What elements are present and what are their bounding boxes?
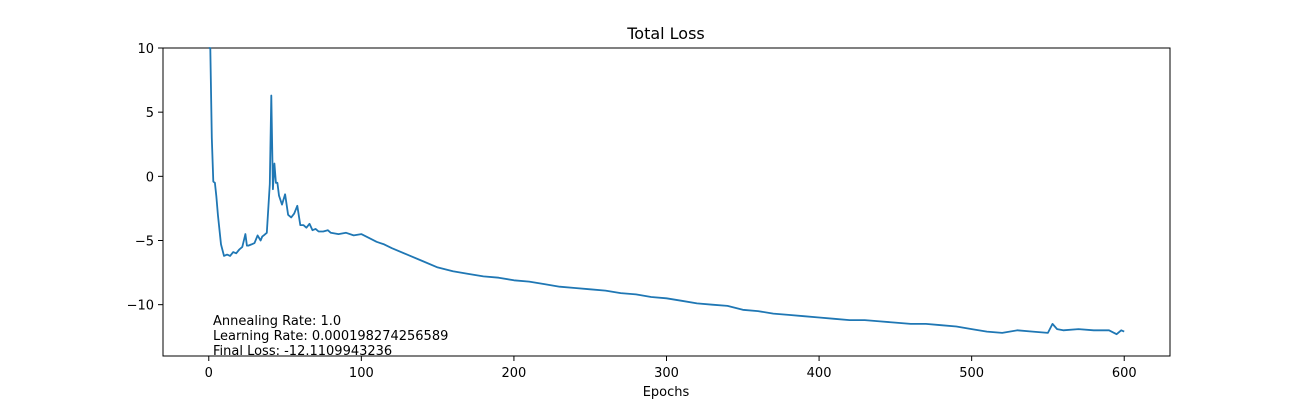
x-tick-label: 500 (959, 366, 984, 381)
x-tick-label: 300 (654, 366, 679, 381)
x-tick-label: 400 (807, 366, 832, 381)
annotation-annealing-rate: Annealing Rate: 1.0 (213, 314, 341, 329)
y-tick-label: 0 (146, 170, 154, 185)
y-tick-label: 10 (137, 42, 154, 57)
annotation-learning-rate: Learning Rate: 0.000198274256589 (213, 329, 448, 344)
x-tick-label: 0 (205, 366, 213, 381)
x-tick-label: 100 (349, 366, 374, 381)
chart-title: Total Loss (626, 24, 705, 43)
y-tick-label: −5 (135, 235, 154, 250)
plot-frame (162, 47, 1171, 357)
y-tick-label: −10 (127, 299, 154, 314)
x-tick-label: 600 (1112, 366, 1137, 381)
axis-ticks: 0 100 200 300 400 500 600 −10 −5 0 5 10 (127, 42, 1137, 381)
series-line (208, 47, 1125, 336)
x-tick-label: 200 (502, 366, 527, 381)
x-axis-label: Epochs (643, 385, 690, 400)
annotation-final-loss: Final Loss: -12.1109943236 (213, 344, 392, 359)
y-tick-label: 5 (146, 106, 154, 121)
